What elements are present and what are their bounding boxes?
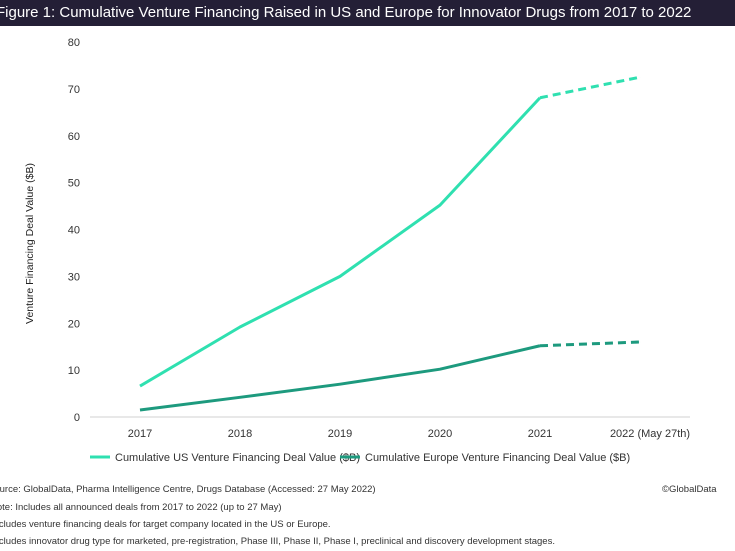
x-tick-label: 2019 [328, 428, 352, 440]
y-tick-label: 30 [68, 271, 80, 283]
y-tick-label: 70 [68, 84, 80, 96]
title-bar: Figure 1: Cumulative Venture Financing R… [0, 0, 735, 26]
y-tick-label: 50 [68, 178, 80, 190]
x-tick-label: 2021 [528, 428, 552, 440]
x-tick-label: 2018 [228, 428, 252, 440]
y-tick-label: 0 [74, 412, 80, 424]
line-chart: 0 10 20 30 40 50 60 70 80 2017 2018 2019 2020 2021 202… [24, 37, 690, 464]
note: Note: Includes all announced deals from … [0, 502, 282, 513]
legend-label: Cumulative US Venture Financing Deal Val… [115, 452, 360, 464]
series-line-europe [139, 344, 541, 412]
x-tick-label: 2020 [428, 428, 452, 440]
y-tick-label: 40 [68, 225, 80, 237]
copyright: ©GlobalData [662, 484, 717, 495]
y-tick-label: 80 [68, 37, 80, 49]
y-tick-label: 10 [68, 365, 80, 377]
x-tick-label: 2022 (May 27th) [610, 428, 690, 440]
chart-title: Figure 1: Cumulative Venture Financing R… [0, 4, 692, 21]
series-projection-europe [539, 340, 641, 348]
x-tick-label: 2017 [128, 428, 152, 440]
y-tick-label: 60 [68, 131, 80, 143]
series-line-us [139, 96, 542, 388]
source-note: Source: GlobalData, Pharma Intelligence … [0, 484, 376, 495]
footnote-2: Includes innovator drug type for markete… [0, 536, 555, 547]
y-axis-label: Venture Financing Deal Value ($B) [24, 163, 36, 324]
y-tick-label: 20 [68, 318, 80, 330]
footnote-1: Includes venture financing deals for tar… [0, 519, 331, 530]
series-projection-us [539, 75, 641, 100]
legend-label: Cumulative Europe Venture Financing Deal… [365, 452, 630, 464]
